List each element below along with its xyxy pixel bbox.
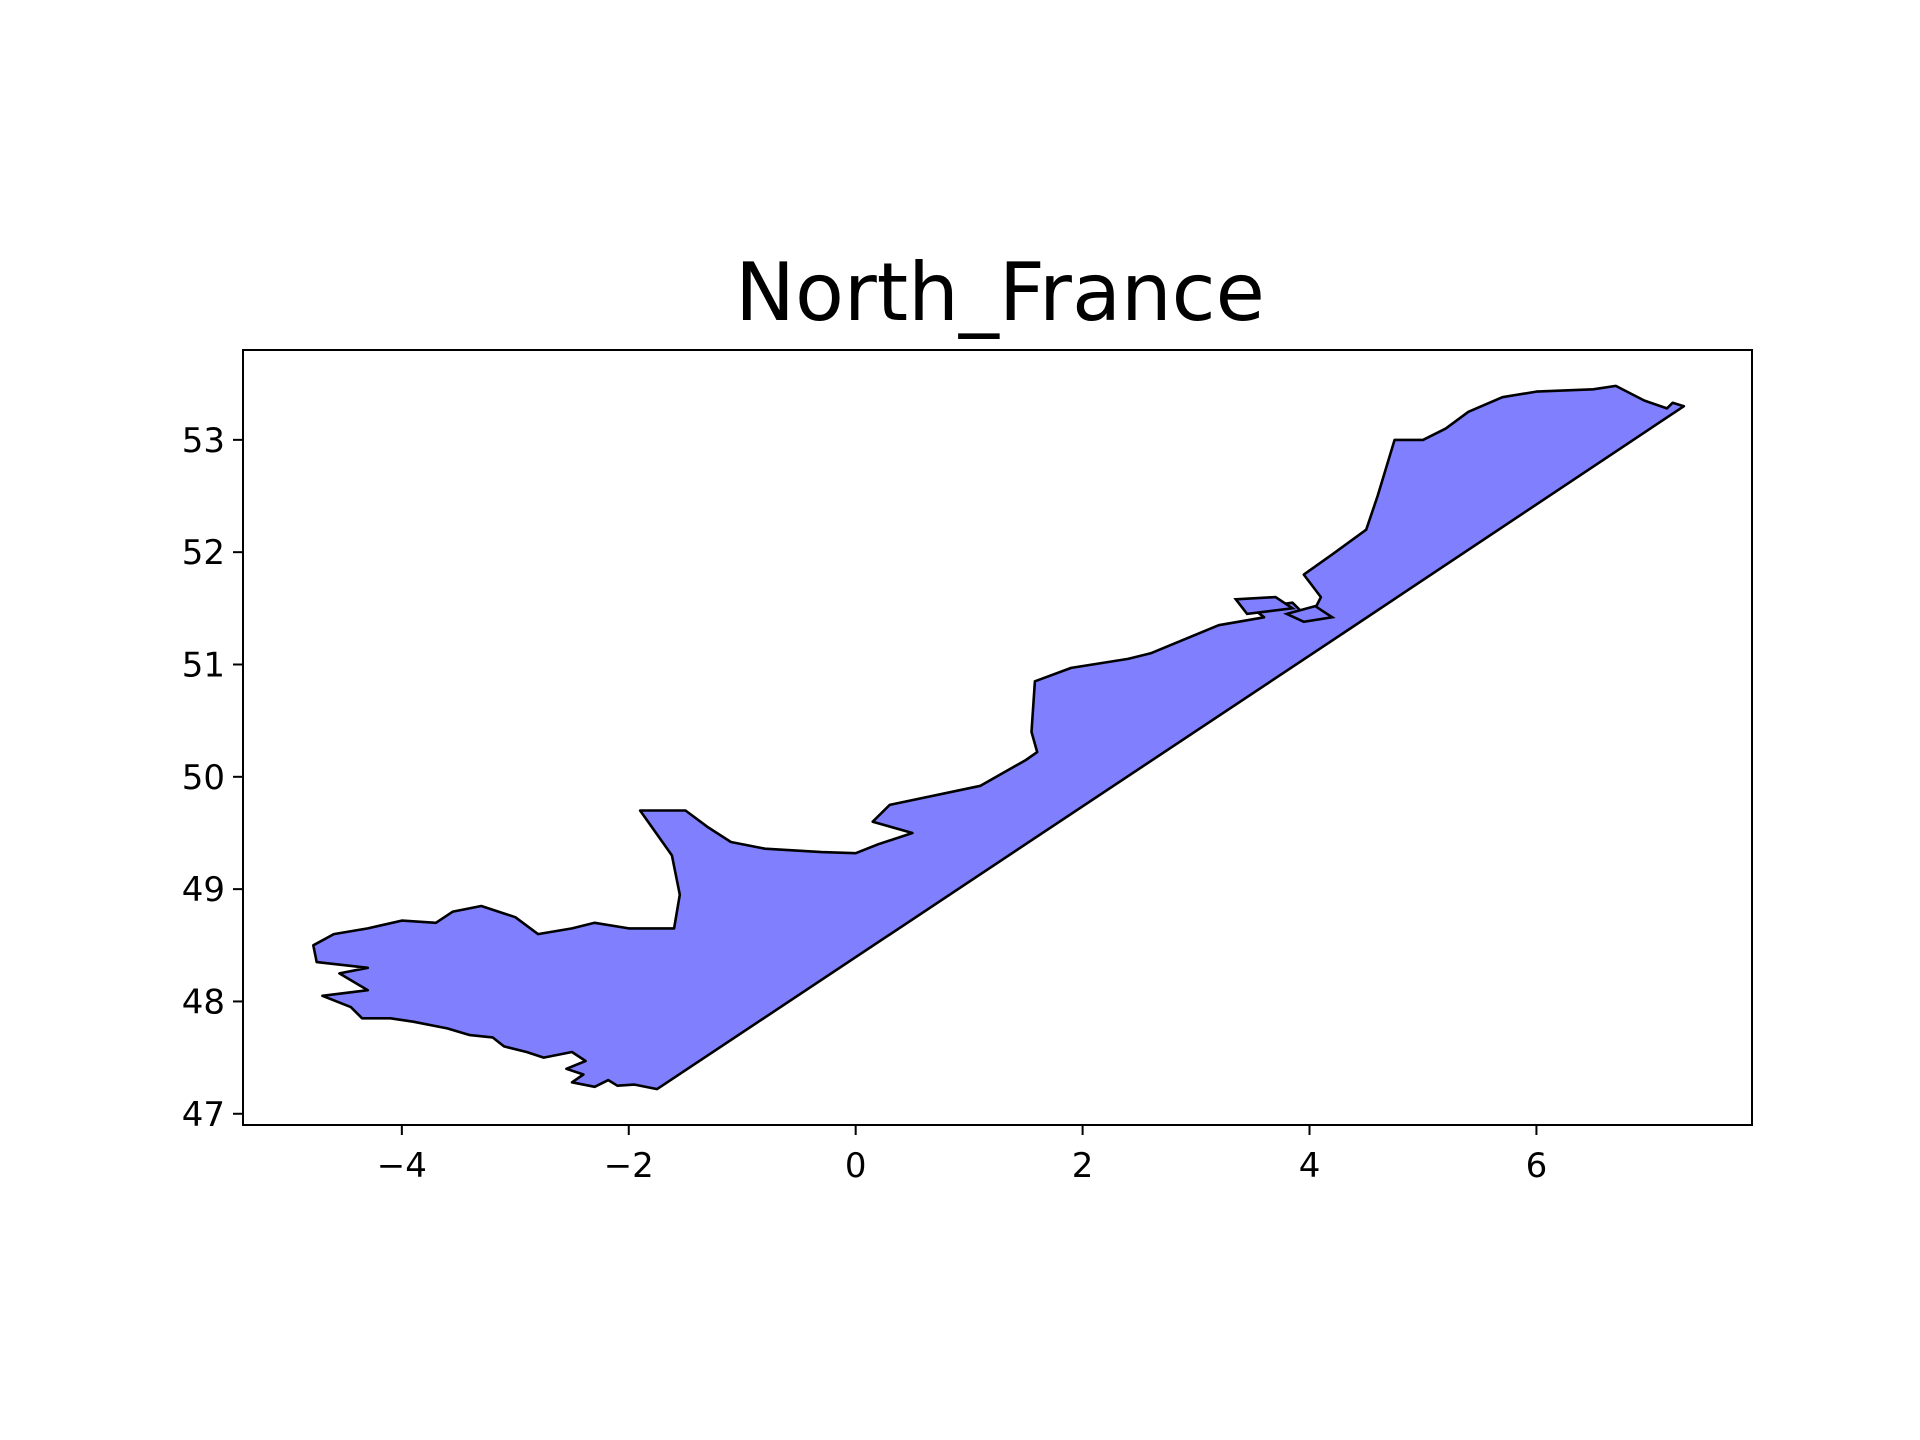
x-tick-label: 4 [1299, 1146, 1321, 1186]
islands-group [1233, 595, 1336, 624]
x-tick-label: 2 [1072, 1146, 1094, 1186]
y-tick-label: 53 [182, 421, 225, 461]
y-axis: 47 48 49 50 51 52 53 [182, 421, 243, 1135]
y-tick-label: 48 [182, 982, 225, 1022]
x-tick-label: −4 [377, 1146, 427, 1186]
x-tick-label: −2 [604, 1146, 654, 1186]
island-0 [1233, 595, 1297, 616]
axes-frame [242, 349, 1753, 1126]
region-north-france [312, 384, 1686, 1091]
y-tick-label: 47 [182, 1095, 225, 1135]
x-axis: −4 −2 0 2 4 6 [377, 1125, 1547, 1186]
x-tick-label: 0 [845, 1146, 867, 1186]
x-tick-label: 6 [1526, 1146, 1548, 1186]
y-tick-label: 50 [182, 758, 225, 798]
y-tick-label: 52 [182, 533, 225, 573]
chart-title: North_France [735, 246, 1265, 339]
plot-area [312, 384, 1686, 1091]
y-tick-label: 51 [182, 645, 225, 685]
island-1 [1283, 604, 1336, 624]
y-tick-label: 49 [182, 870, 225, 910]
